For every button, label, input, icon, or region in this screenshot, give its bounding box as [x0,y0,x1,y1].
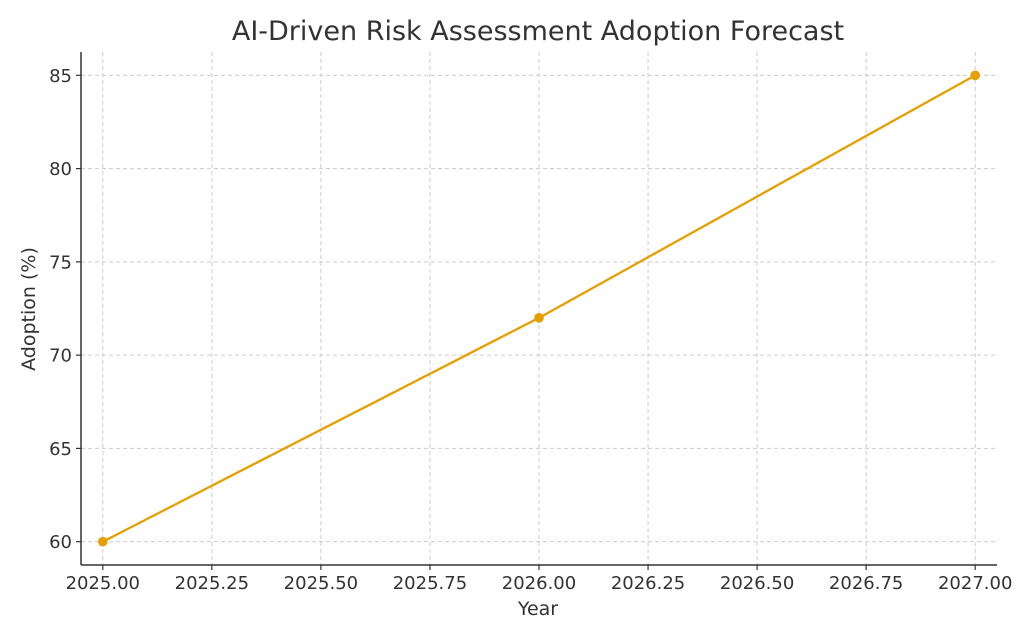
x-axis-label: Year [517,598,558,620]
data-point [98,536,108,547]
x-tick-label: 2025.25 [175,573,249,594]
data-point [534,313,544,323]
x-tick-label: 2026.75 [829,573,903,594]
chart-title: AI-Driven Risk Assessment Adoption Forec… [232,16,844,47]
y-tick-label: 75 [49,252,72,273]
x-tick-label: 2026.25 [611,573,685,594]
data-point [970,70,980,81]
x-tick-label: 2025.50 [284,573,358,594]
y-axis-label: Adoption (%) [18,247,40,371]
x-tick-label: 2027.00 [938,573,1012,594]
x-tick-label: 2026.00 [502,573,576,594]
y-tick-label: 85 [49,66,72,87]
y-tick-label: 70 [49,346,72,367]
y-tick-label: 65 [49,439,72,460]
x-tick-label: 2026.50 [720,573,794,594]
series [98,70,980,547]
grid [81,52,997,565]
y-tick-label: 80 [49,159,72,180]
x-tick-label: 2025.75 [393,573,467,594]
ticks: 2025.00 2025.25 2025.50 2025.75 2026.00 2026.… [49,66,1012,594]
y-tick-label: 60 [49,532,72,553]
x-tick-label: 2025.00 [66,573,140,594]
